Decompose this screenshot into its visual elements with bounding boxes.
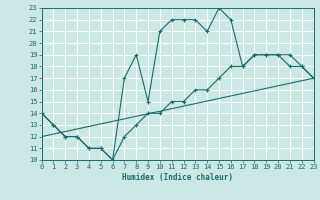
X-axis label: Humidex (Indice chaleur): Humidex (Indice chaleur) <box>122 173 233 182</box>
